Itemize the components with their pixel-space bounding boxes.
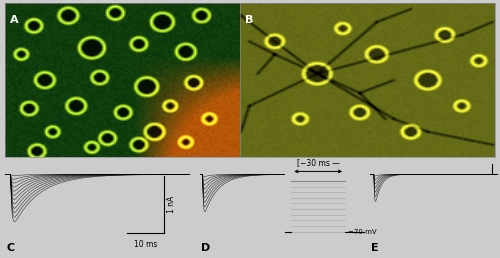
Text: B: B <box>245 15 254 26</box>
Text: 10 ms: 10 ms <box>134 240 158 249</box>
Text: A: A <box>10 15 18 26</box>
Text: −70 mV: −70 mV <box>348 229 377 235</box>
Text: 1 nA: 1 nA <box>167 196 176 213</box>
Text: D: D <box>201 243 210 253</box>
Text: [−30 ms —: [−30 ms — <box>297 159 340 168</box>
Text: E: E <box>372 243 379 253</box>
Text: C: C <box>7 243 15 253</box>
